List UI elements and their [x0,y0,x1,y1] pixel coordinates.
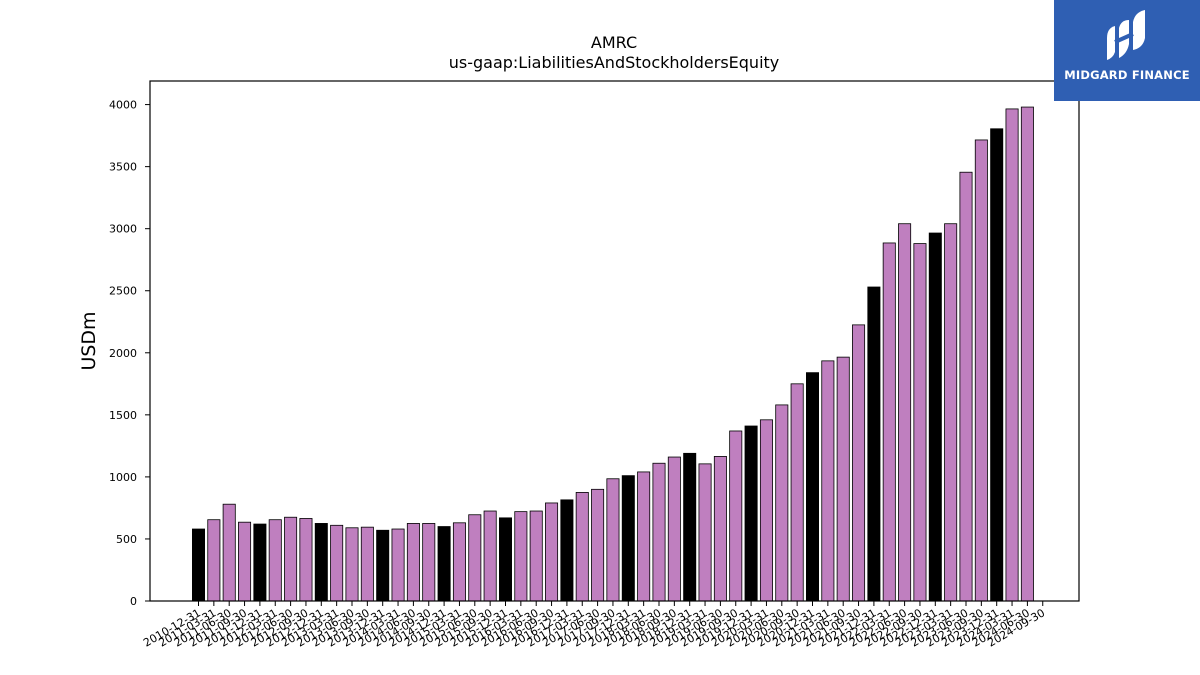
plot-frame [149,80,1080,602]
brand-logo-text: MIDGARD FINANCE [1064,68,1190,82]
y-tick-label: 3000 [109,223,137,236]
bar-2018-12-31 [683,452,697,602]
bar-2018-06-30 [652,462,666,602]
bar-2024-06-30 [1020,106,1034,602]
bar-2012-03-31 [268,519,282,602]
bar-2016-12-31 [560,499,574,602]
bar-2012-12-31 [314,523,328,602]
midgard-logo-icon [1107,10,1145,60]
x-axis: 2010-12-312011-03-312011-06-302011-09-30… [141,601,1047,650]
bar-2017-06-30 [591,488,605,602]
bar-2011-03-31 [207,519,221,602]
bar-2015-09-30 [483,510,497,602]
y-tick-label: 0 [130,595,137,608]
bar-2015-03-31 [452,522,466,602]
bar-2022-06-30 [898,223,912,602]
bar-2016-06-30 [529,510,543,602]
bar-2013-09-30 [360,526,374,602]
y-tick-label: 1500 [109,409,137,422]
y-tick-label: 3500 [109,161,137,174]
bar-2014-03-31 [391,528,405,602]
bar-2023-12-31 [990,128,1004,602]
brand-logo: MIDGARD FINANCE [1054,0,1200,101]
bar-2020-03-31 [759,419,773,602]
y-tick-label: 1000 [109,471,137,484]
bar-2012-06-30 [284,516,298,602]
bar-2022-12-31 [928,232,942,602]
bar-2014-12-31 [437,526,451,602]
bar-2019-06-30 [713,456,727,602]
bar-2020-06-30 [775,404,789,602]
bar-2021-03-31 [821,360,835,602]
bar-2012-09-30 [299,518,313,602]
bar-2021-06-30 [836,356,850,602]
bar-2013-12-31 [376,529,390,602]
chart-title: AMRC [591,33,637,52]
bar-2022-03-31 [882,242,896,602]
y-tick-label: 2000 [109,347,137,360]
bar-2011-12-31 [253,523,267,602]
bar-2024-03-31 [1005,108,1019,602]
bar-2014-06-30 [406,523,420,602]
bar-2011-06-30 [222,503,236,602]
chart-subtitle: us-gaap:LiabilitiesAndStockholdersEquity [449,53,780,72]
y-tick-label: 500 [116,533,137,546]
bar-2019-12-31 [744,425,758,602]
y-axis: 0 500 1000 1500 2000 2500 3000 3500 4000 [109,99,150,608]
bar-2018-03-31 [637,471,651,602]
bars-group [191,106,1034,602]
y-tick-label: 4000 [109,99,137,112]
bar-2016-03-31 [514,511,528,602]
bar-2017-09-30 [606,478,620,602]
bar-2020-09-30 [790,383,804,602]
bar-2023-03-31 [944,223,958,602]
bar-2023-06-30 [959,171,973,602]
y-tick-label: 2500 [109,285,137,298]
bar-2013-03-31 [330,524,344,602]
bar-2014-09-30 [422,523,436,602]
bar-2021-12-31 [867,286,881,602]
bar-2011-09-30 [238,521,252,602]
bar-2019-09-30 [729,430,743,602]
bar-2015-12-31 [498,517,512,602]
bar-2013-06-30 [345,527,359,602]
y-axis-label: USDm [78,311,100,370]
bar-2022-09-30 [913,243,927,602]
bar-2015-06-30 [468,514,482,602]
bar-2018-09-30 [667,456,681,602]
bar-2017-12-31 [621,475,635,602]
bar-2017-03-31 [575,492,589,602]
bar-2021-09-30 [852,324,866,602]
bar-2019-03-31 [698,463,712,602]
bar-2010-12-31 [191,528,205,602]
bar-2016-09-30 [545,502,559,602]
bar-2023-09-30 [974,139,988,602]
bar-2020-12-31 [806,372,820,602]
